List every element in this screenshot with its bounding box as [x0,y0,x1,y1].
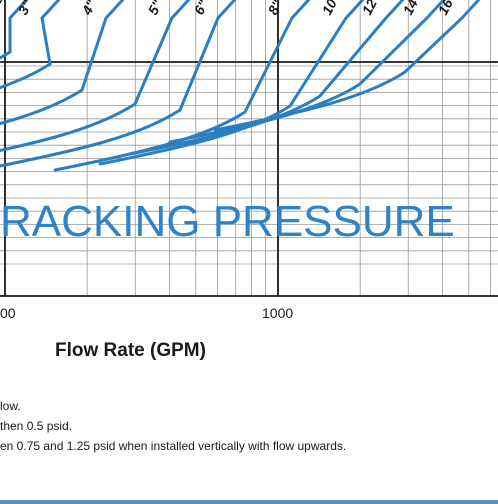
curve-label-4: 6" [191,0,212,17]
flow-curves [0,0,481,172]
curve-label-3: 5" [145,0,166,17]
flow-curve-6 [98,0,365,166]
footnote-2: then 0.5 psid. [0,419,73,433]
x-tick-label-1000: 1000 [262,305,294,321]
flow-curve-9 [213,0,481,132]
curve-label-9: 16" [435,0,460,17]
curve-labels: 2½" 3" 4" 5" 6" 8" 10" 12" 14" 16" [0,0,459,18]
flow-curve-1 [0,0,61,90]
flow-curve-4 [0,0,237,168]
curve-label-7: 12" [359,0,384,17]
cracking-pressure-annotation: RACKING PRESSURE [0,197,455,246]
x-tick-label-100: 00 [0,305,16,321]
major-gridlines [0,0,498,297]
bottom-border-bar [0,500,498,504]
flow-curve-3 [0,0,191,153]
curve-label-5: 8" [265,0,286,17]
curve-label-8: 14" [400,0,425,17]
footnote-1: low. [0,399,21,413]
flow-curve-0 [0,0,29,60]
footnote-3: en 0.75 and 1.25 psid when installed ver… [0,439,347,453]
x-axis-label: Flow Rate (GPM) [55,340,206,361]
curve-label-2: 4" [78,0,100,18]
curve-label-1: 3" [15,0,36,17]
curve-label-6: 10" [319,0,344,17]
flow-curve-2 [0,0,125,126]
minor-gridlines [0,0,498,296]
